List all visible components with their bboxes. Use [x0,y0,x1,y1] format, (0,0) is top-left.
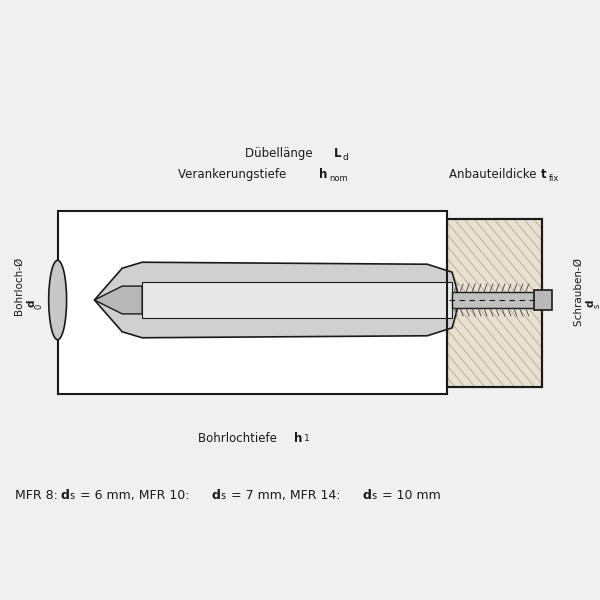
Bar [533,290,551,310]
Text: MFR 8:: MFR 8: [15,489,62,502]
Text: L: L [334,147,341,160]
Text: Dübellänge: Dübellänge [245,147,316,160]
Text: s: s [70,491,74,501]
Text: h: h [319,168,328,181]
Ellipse shape [49,260,67,340]
Text: 0: 0 [34,304,43,308]
Text: = 6 mm, MFR 10:: = 6 mm, MFR 10: [76,489,193,502]
Text: Bohrloch-Ø: Bohrloch-Ø [15,254,25,316]
Text: nom: nom [329,174,347,183]
Text: 1: 1 [304,434,310,443]
Polygon shape [94,262,457,338]
Bar [447,218,542,388]
Text: Bohrlochtiefe: Bohrlochtiefe [198,432,280,445]
Text: d: d [27,299,37,307]
Text: s: s [221,491,226,501]
Bar [58,211,447,394]
Polygon shape [94,286,142,314]
Text: s: s [371,491,377,501]
Text: d: d [343,153,348,162]
Text: = 7 mm, MFR 14:: = 7 mm, MFR 14: [227,489,344,502]
Text: d: d [363,489,371,502]
Text: s: s [206,235,211,244]
Text: Verankerungstiefe: Verankerungstiefe [178,168,290,181]
Text: h: h [294,432,302,445]
Text: d: d [585,299,595,307]
Text: min. 1 x: min. 1 x [140,232,189,242]
Text: t: t [541,168,546,181]
Text: Schrauben-Ø: Schrauben-Ø [574,254,583,326]
Text: Anbauteildicke: Anbauteildicke [449,168,541,181]
Text: = 10 mm: = 10 mm [377,489,440,502]
Bar [452,292,536,308]
Bar [142,282,452,318]
Bar [447,218,542,388]
Text: d: d [61,489,70,502]
Text: fix: fix [548,174,559,183]
Text: s: s [593,304,600,308]
Text: d: d [198,229,206,242]
Text: d: d [212,489,221,502]
